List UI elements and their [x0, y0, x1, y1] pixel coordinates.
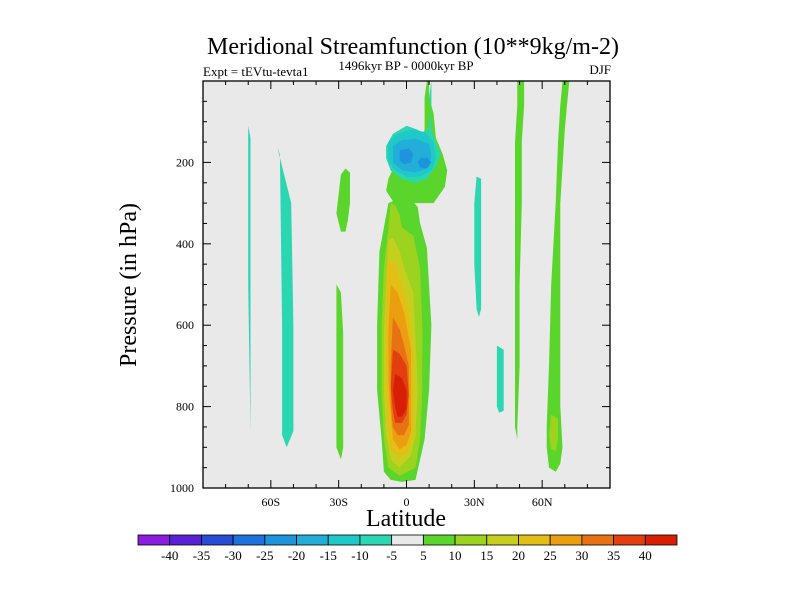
colorbar-label: -15 [320, 548, 337, 563]
colorbar-swatch [454, 534, 488, 546]
colorbar-swatch [486, 534, 519, 546]
colorbar-swatch [613, 534, 646, 546]
season-label: DJF [589, 62, 611, 77]
colorbar-swatch [201, 534, 234, 546]
axes: 60S 30S 0 30N 60N 200 400 600 800 1000 [170, 80, 611, 509]
chart-title: Meridional Streamfunction (10**9kg/m-2) [207, 34, 619, 60]
colorbar-label: -25 [256, 548, 273, 563]
colorbar-swatch [391, 534, 424, 546]
colorbar-label: -40 [161, 548, 178, 563]
contour-region-upper-sh-positive [336, 168, 350, 232]
contour-region-hadley-40 [392, 374, 407, 417]
y-tick-label: 600 [176, 318, 194, 332]
colorbar-swatch [518, 534, 551, 546]
colorbar-label: 25 [544, 548, 557, 563]
colorbar-swatch [232, 534, 266, 546]
colorbar-swatch [549, 534, 583, 546]
x-tick-label: 30S [329, 495, 348, 509]
colorbar-label: 5 [420, 548, 427, 563]
colorbar-swatch [264, 534, 297, 546]
contour-region-subpolar-sh-cell [277, 148, 294, 448]
colorbar-label: 20 [512, 548, 525, 563]
y-tick-label: 200 [176, 155, 194, 169]
contour-region-upper-neg-20b [417, 157, 432, 169]
contour-region-midlat-nh-teal-lower [496, 345, 504, 413]
colorbar-swatch [296, 534, 329, 546]
colorbar-swatch [422, 534, 456, 546]
colorbar-swatch [169, 534, 202, 546]
colorbar-swatch [644, 534, 678, 546]
colorbar-swatch [581, 534, 614, 546]
colorbar-label: -10 [351, 548, 368, 563]
contour-region-polar-sh-cell [248, 125, 251, 444]
colorbar-label: 30 [575, 548, 588, 563]
y-tick-label: 1000 [170, 481, 194, 495]
x-tick-label: 0 [404, 495, 410, 509]
colorbar-label: 35 [607, 548, 620, 563]
colorbar-label: 15 [480, 548, 493, 563]
contour-region-nh-positive-column [515, 81, 525, 440]
y-tick-label: 400 [176, 237, 194, 251]
y-tick-label: 800 [176, 400, 194, 414]
colorbar-label: -20 [288, 548, 305, 563]
x-tick-label: 60N [532, 495, 553, 509]
colorbar-label: -35 [193, 548, 210, 563]
colorbar-swatch [137, 534, 171, 546]
contour-region-midlat-nh-teal-upper [474, 176, 482, 318]
colorbar-label: -30 [224, 548, 241, 563]
colorbar-label: 40 [639, 548, 652, 563]
colorbar-label: 10 [449, 548, 462, 563]
colorbar: -40 -35 -30 -25 -20 -15 -10 -5 5 10 15 20 25 30 35 40 [137, 534, 678, 563]
x-tick-label: 60S [261, 495, 280, 509]
x-axis-label: Latitude [366, 506, 446, 532]
time-range-label: 1496kyr BP - 0000kyr BP [338, 58, 473, 73]
colorbar-swatch [327, 534, 361, 546]
contour-region-midlat-sh-positive [336, 284, 344, 460]
contour-region-polar-nh-positive [546, 81, 570, 472]
experiment-label: Expt = tEVtu-tevta1 [203, 64, 309, 79]
contour-region-upper-neg-20 [399, 148, 414, 165]
colorbar-swatch [359, 534, 393, 546]
x-tick-label: 30N [464, 495, 485, 509]
y-axis-label: Pressure (in hPa) [116, 203, 142, 367]
colorbar-label: -5 [386, 548, 397, 563]
plot-area [203, 81, 610, 488]
contour-region-polar-nh-10 [549, 414, 558, 452]
